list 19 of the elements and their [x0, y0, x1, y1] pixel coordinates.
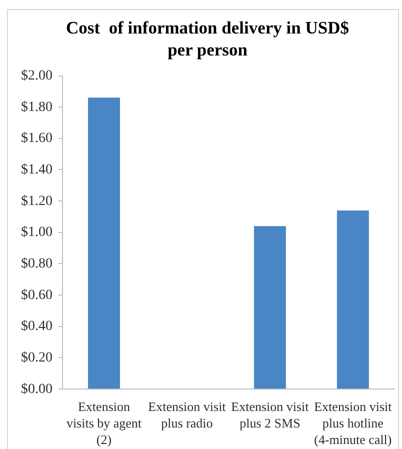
- x-tick-label: Extension visit plus hotline (4-minute call): [314, 398, 392, 448]
- bar: [336, 210, 369, 389]
- bar: [254, 226, 286, 389]
- y-tick-label: $0.40: [21, 319, 52, 334]
- y-tick-label: $1.80: [21, 100, 52, 115]
- y-tick-label: $0.80: [21, 256, 52, 272]
- y-tick-label: $0.00: [21, 382, 52, 397]
- y-tick-label: $1.00: [21, 225, 52, 240]
- y-tick-label: $1.60: [21, 131, 52, 146]
- y-tick-label: $2.00: [21, 68, 52, 84]
- y-tick-label: $1.20: [21, 194, 52, 209]
- chart-title: Cost of information delivery in USD$ per person: [66, 17, 350, 60]
- bar: [88, 98, 120, 389]
- y-tick-label: $0.60: [21, 288, 52, 303]
- x-tick-label: Extension visit plus radio: [148, 398, 226, 430]
- y-tick-label: $0.20: [21, 350, 52, 366]
- x-tick-label: Extension visit plus 2 SMS: [231, 398, 310, 430]
- x-tick-label: Extension visits by agent (2): [66, 398, 142, 448]
- y-tick-label: $1.40: [21, 162, 52, 178]
